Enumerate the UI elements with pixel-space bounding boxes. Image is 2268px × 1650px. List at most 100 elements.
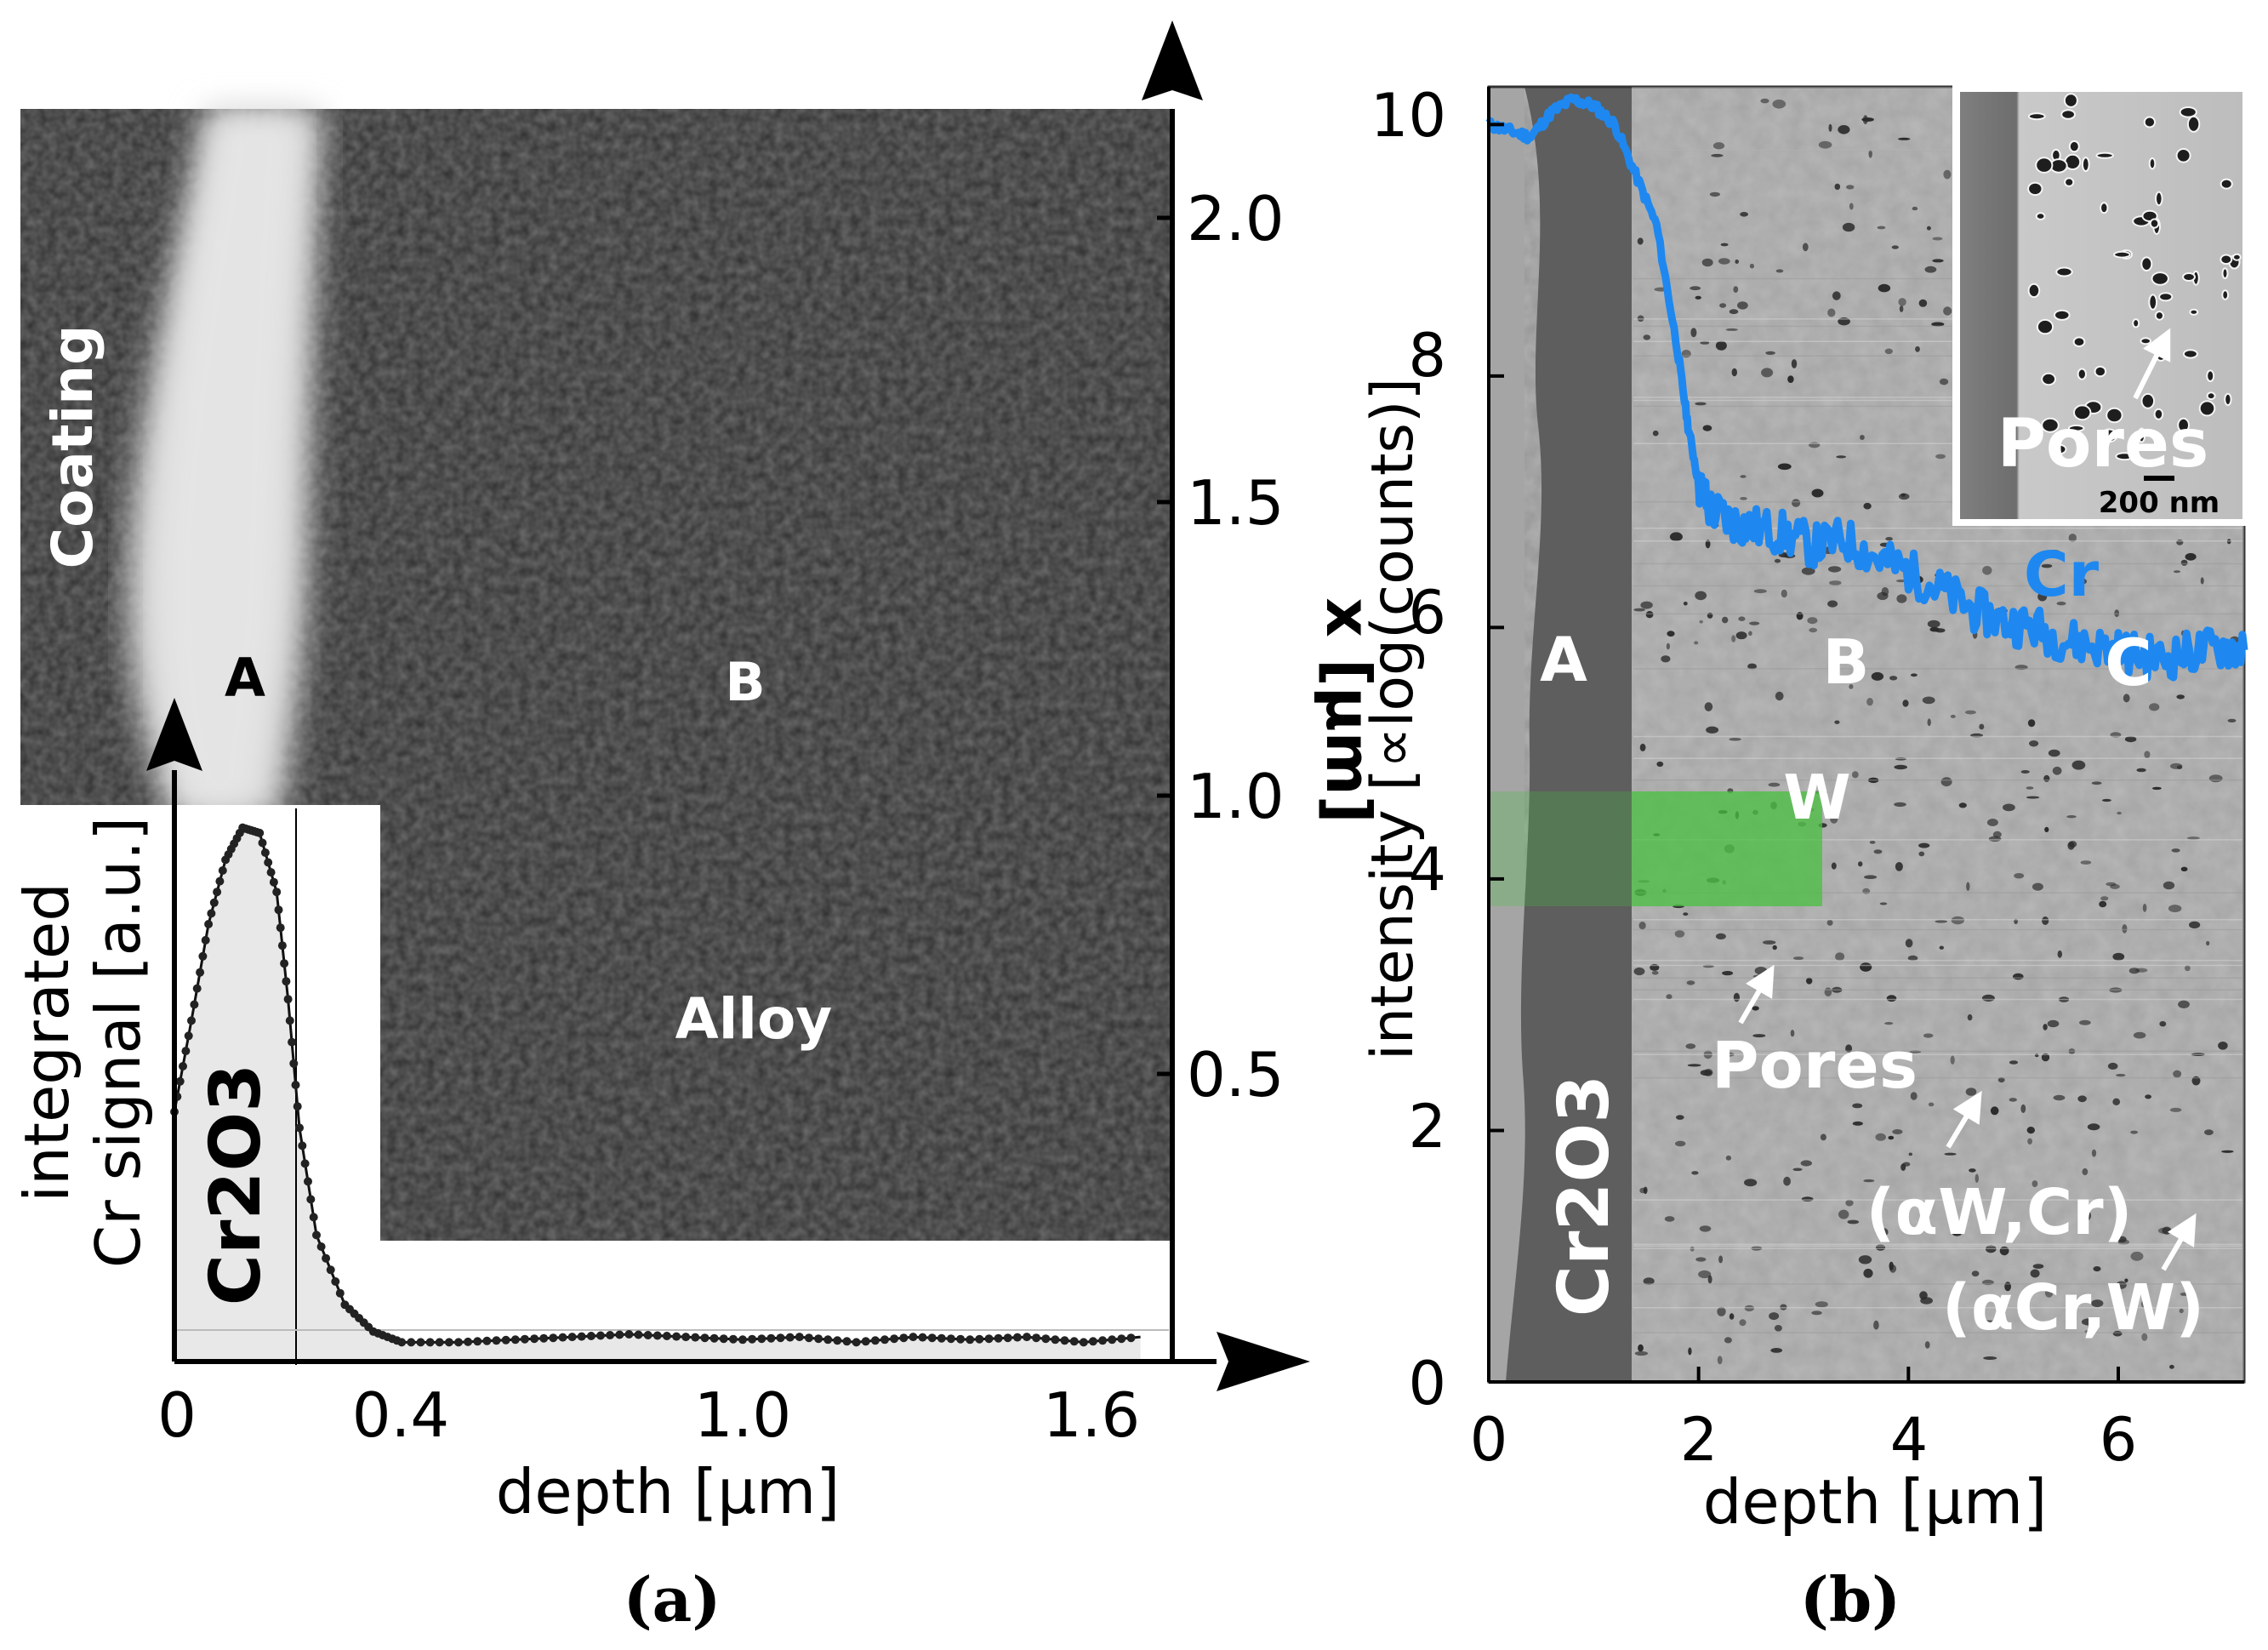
inset-data-point (283, 995, 293, 1004)
inset-ylabel-line1: integrated (11, 882, 83, 1202)
inset-data-point (1051, 1335, 1060, 1345)
pore (1691, 1171, 1699, 1175)
label-a-b: A (1540, 624, 1587, 695)
inset-data-point (1108, 1335, 1117, 1345)
pore (1849, 203, 1854, 210)
pore (2218, 1042, 2228, 1050)
inset-data-point (293, 1102, 302, 1111)
pore (1705, 540, 1711, 549)
pore (1793, 956, 1804, 961)
w-band-faint (1489, 791, 1632, 906)
pore (2027, 719, 2036, 728)
inset-data-point (662, 1332, 671, 1340)
inset-data-point (890, 1334, 899, 1344)
b-ytick-4: 4 (1408, 835, 1446, 905)
inset-data-point (918, 1333, 927, 1342)
x-axis-label: x [µm] (1313, 597, 1384, 823)
inset-data-point (1117, 1334, 1126, 1344)
pore (1827, 566, 1842, 573)
pore (1900, 1163, 1906, 1171)
inset-data-point (272, 888, 282, 897)
w-band (1632, 791, 1822, 906)
pore (1926, 226, 1931, 231)
pore (2123, 694, 2130, 703)
pore (1634, 1350, 1649, 1356)
pore (1733, 286, 1739, 293)
pore (1633, 967, 1645, 976)
inset-data-point (880, 1335, 889, 1345)
inset-pore (2081, 157, 2090, 173)
inset-pore (2115, 452, 2134, 461)
inset-data-point (596, 1331, 605, 1340)
inset-ylabel-line2: Cr signal [a.u.] (83, 817, 154, 1268)
inset-pores-pattern (2027, 93, 2242, 461)
inset-data-point (728, 1334, 738, 1344)
pore (2071, 760, 2086, 770)
inset-data-point (464, 1337, 473, 1346)
inset-pore (2094, 365, 2107, 378)
pore (1863, 1268, 1873, 1278)
inset-pore (2060, 109, 2077, 120)
pore (2091, 1149, 2097, 1157)
pore (2162, 1226, 2172, 1235)
pore (1735, 260, 1739, 264)
pore (1729, 738, 1741, 741)
inset-data-point (179, 1062, 187, 1071)
pore (2163, 881, 2175, 890)
pore (1898, 137, 1911, 140)
pore (1852, 1103, 1863, 1109)
pore (1910, 1092, 1918, 1100)
pore (2174, 570, 2180, 574)
pore (1715, 340, 1727, 351)
pore (2041, 1053, 2050, 1062)
pore (1944, 1152, 1957, 1156)
inset-data-point (975, 1334, 984, 1344)
inset-data-point (196, 968, 205, 977)
inset-data-point (309, 1213, 318, 1222)
b-ylabel: intensity [∝log(counts)] (1359, 378, 1427, 1060)
pore (1806, 977, 1813, 985)
pore (1958, 802, 1967, 808)
pore (2029, 740, 2039, 747)
inset-data-point (277, 941, 287, 951)
pore (1982, 566, 1992, 575)
b-ytick-6: 6 (1408, 578, 1446, 648)
b-ytick-8: 8 (1408, 321, 1446, 391)
pore (1667, 631, 1675, 637)
inset-pore (2055, 266, 2073, 277)
inset-data-point (785, 1333, 795, 1342)
inset-data-point (501, 1335, 510, 1345)
x-axis-ticks (1157, 215, 1172, 1076)
inset-data-point (652, 1331, 662, 1340)
pore (1915, 345, 1920, 352)
inset-data-point (643, 1331, 652, 1339)
inset-data-point (184, 1031, 193, 1041)
inset-data-point (175, 1076, 185, 1086)
pore (2185, 552, 2197, 561)
pore (1790, 1030, 1795, 1037)
inset-data-point (289, 1059, 299, 1068)
pore (2079, 1019, 2091, 1025)
inset-data-point (181, 1047, 191, 1056)
pore (2149, 703, 2160, 711)
pore (1900, 493, 1906, 497)
inset-data-point (258, 838, 267, 848)
pore (1700, 1070, 1712, 1076)
b-xlabel: depth [µm] (1703, 1466, 2048, 1538)
pore (1774, 1325, 1782, 1332)
inset-data-point (937, 1333, 946, 1343)
pore (1982, 1320, 1996, 1325)
pore (1731, 368, 1738, 377)
pore (1675, 1140, 1686, 1147)
pore (1733, 992, 1740, 1002)
pore (1740, 497, 1747, 500)
pore (1836, 455, 1847, 459)
pore (1796, 612, 1804, 620)
pore (2176, 694, 2185, 699)
pore (1718, 1255, 1724, 1264)
pore (1792, 1168, 1803, 1172)
inset-pore (2151, 271, 2169, 286)
pore (1738, 616, 1746, 621)
pore (1932, 259, 1944, 263)
b-axis-ticks (1487, 123, 2120, 1384)
